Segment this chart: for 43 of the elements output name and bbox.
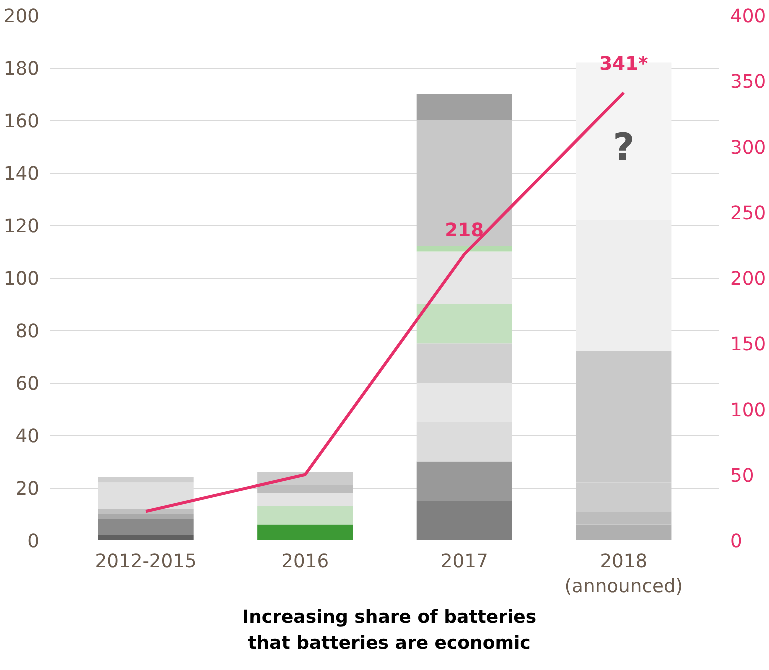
y-tick-label: 20	[16, 479, 40, 500]
data-label: 341*	[600, 54, 649, 75]
bar	[576, 524, 672, 540]
annotation: ?	[613, 124, 635, 169]
y-tick-label: 80	[16, 322, 40, 342]
y-tick-label: 40	[16, 426, 40, 448]
y2-tick-label: 350	[730, 72, 766, 94]
y2-tick-label: 400	[730, 6, 766, 28]
x-tick-label: 2012-2015	[95, 552, 197, 572]
bar	[416, 501, 512, 540]
y-tick-label: 140	[4, 164, 40, 185]
y-tick-label: 120	[4, 216, 40, 238]
bar	[98, 535, 194, 540]
bar	[416, 94, 512, 120]
bar	[98, 509, 194, 514]
x-tick-label: 2018 (announced)	[564, 552, 684, 598]
bar	[416, 120, 512, 246]
x-tick-label: 2017	[440, 552, 488, 572]
data-label: 218	[445, 220, 484, 242]
y-tick-label: 60	[16, 374, 40, 395]
y2-tick-label: 150	[730, 334, 766, 356]
y2-tick-label: 250	[730, 203, 766, 224]
bar	[98, 520, 194, 536]
y-tick-label: 180	[4, 59, 40, 80]
bar	[416, 462, 512, 502]
bar	[416, 344, 512, 383]
bar	[258, 493, 354, 506]
bar	[416, 246, 512, 252]
y2-tick-label: 200	[730, 269, 766, 290]
y-tick-label: 160	[4, 112, 40, 132]
y-tick-label: 100	[4, 269, 40, 290]
bar	[258, 524, 354, 540]
bar	[98, 478, 194, 483]
y-tick-label: 0	[28, 532, 40, 552]
bar	[98, 514, 194, 520]
text: Increasing share of batteries that batteries are economic	[242, 606, 537, 656]
bar	[416, 252, 512, 304]
y2-tick-label: 100	[730, 400, 766, 422]
y2-tick-label: 0	[730, 532, 742, 552]
y-tick-label: 200	[4, 6, 40, 28]
y2-tick-label: 300	[730, 138, 766, 159]
y2-tick-label: 50	[730, 466, 754, 487]
x-tick-label: 2016	[282, 552, 330, 572]
